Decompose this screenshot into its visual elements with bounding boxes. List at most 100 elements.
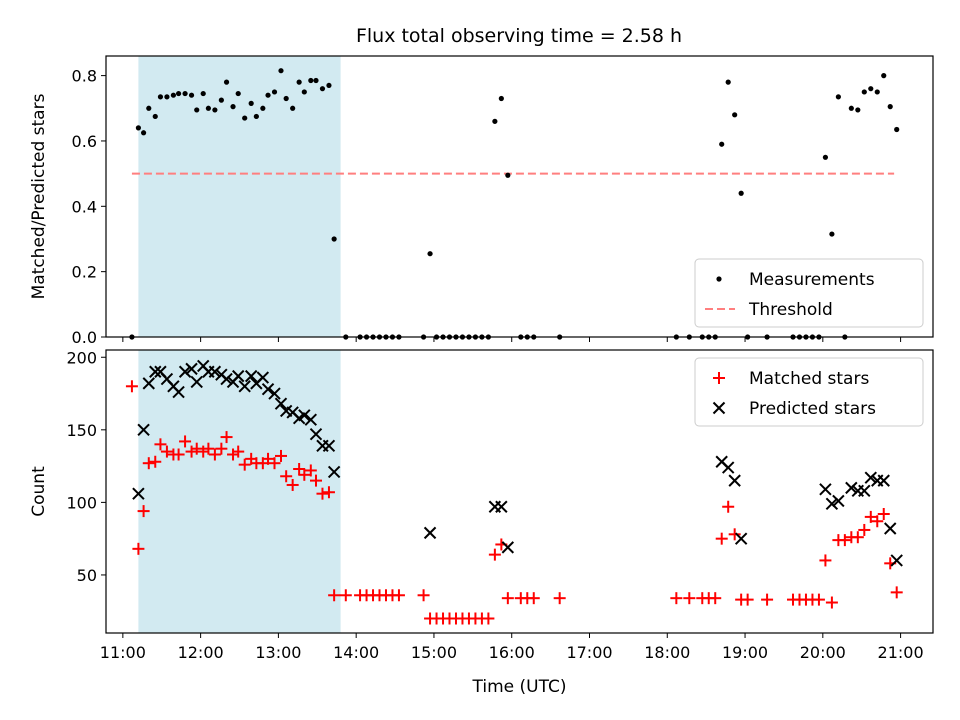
measurement-point — [265, 92, 271, 98]
predicted-point — [149, 365, 162, 378]
matched-point — [149, 455, 162, 468]
x-tick-label: 21:00 — [878, 643, 924, 662]
measurement-point — [290, 105, 296, 111]
matched-point — [190, 442, 203, 455]
series-measurements — [129, 68, 900, 340]
matched-point — [125, 380, 138, 393]
measurement-point — [313, 77, 319, 84]
y-tick-label: 0.0 — [72, 328, 97, 347]
predicted-point — [877, 474, 890, 487]
measurement-point — [732, 112, 738, 118]
matched-point — [670, 592, 683, 605]
measurement-point — [260, 105, 266, 111]
matched-point — [268, 457, 281, 470]
matched-point — [137, 505, 150, 518]
measurement-point — [188, 92, 195, 98]
predicted-point — [238, 380, 251, 393]
measurement-point — [175, 90, 182, 97]
measurement-point — [242, 115, 248, 121]
matched-point — [185, 445, 198, 458]
measurement-point — [331, 236, 337, 242]
measurement-point — [157, 94, 164, 100]
y-tick-label: 100 — [66, 493, 97, 512]
measurement-point — [152, 113, 158, 120]
matched-point — [293, 463, 306, 476]
matched-point — [208, 448, 221, 461]
measurement-point — [135, 125, 142, 131]
predicted-point — [256, 371, 270, 384]
matched-point — [172, 448, 185, 461]
predicted-point — [190, 375, 203, 389]
predicted-point — [132, 487, 145, 500]
matched-point — [304, 464, 317, 477]
predicted-point — [261, 382, 275, 396]
observing-window-span — [138, 56, 341, 337]
matched-point — [232, 445, 245, 458]
matched-point — [220, 431, 233, 444]
measurement-point — [894, 126, 900, 133]
measurement-point — [725, 79, 731, 85]
matched-point — [851, 531, 864, 544]
series-predicted-stars — [132, 359, 903, 567]
x-tick-label: 20:00 — [800, 643, 846, 662]
predicted-point — [232, 369, 245, 383]
legend-marker — [713, 372, 725, 384]
legend: Measurements Threshold — [694, 258, 924, 328]
x-tick-label: 13:00 — [255, 643, 301, 662]
matched-point — [322, 486, 335, 499]
x-tick-label: 17:00 — [566, 643, 612, 662]
axes-frame — [105, 349, 934, 634]
measurement-point — [223, 79, 230, 85]
legend-marker — [712, 401, 726, 415]
predicted-point — [501, 541, 515, 554]
measurement-point — [308, 77, 314, 84]
x-tick-label: 15:00 — [411, 643, 457, 662]
predicted-point — [322, 439, 336, 452]
legend-label: Threshold — [748, 300, 833, 320]
measurement-point — [738, 190, 744, 196]
measurement-point — [835, 94, 841, 100]
top-panel: 0.0 0.2 0.4 0.6 0.8 Matched/Predicted stars Me… — [29, 55, 934, 347]
observing-window-span — [138, 350, 341, 633]
matched-point — [864, 510, 877, 523]
matched-point — [825, 596, 838, 609]
predicted-point — [327, 465, 341, 479]
measurement-point — [829, 231, 835, 237]
axes-frame — [105, 55, 934, 338]
matched-point — [392, 589, 405, 602]
matched-point — [142, 457, 155, 470]
matched-point — [160, 445, 173, 458]
matched-point — [202, 442, 215, 455]
x-tick-label: 19:00 — [722, 643, 768, 662]
predicted-point — [819, 483, 832, 496]
predicted-point — [721, 461, 735, 474]
y-axis-label: Count — [29, 466, 49, 517]
x-tick-label: 18:00 — [644, 643, 690, 662]
predicted-point — [274, 397, 288, 410]
matched-point — [501, 592, 514, 605]
matched-point — [877, 507, 890, 520]
matched-point — [339, 589, 352, 602]
measurement-point — [248, 100, 254, 106]
matched-point — [858, 523, 871, 536]
predicted-point — [137, 423, 150, 437]
matched-point — [553, 592, 566, 605]
measurement-point — [505, 172, 511, 178]
predicted-point — [864, 471, 877, 484]
y-tick-label: 0.4 — [72, 197, 97, 216]
legend-label: Predicted stars — [749, 399, 876, 419]
matched-point — [890, 586, 903, 599]
measurement-point — [218, 97, 224, 103]
predicted-point — [858, 484, 871, 497]
legend-marker — [716, 276, 722, 282]
matched-point — [871, 515, 884, 528]
y-tick-label: 0.8 — [72, 67, 97, 86]
matched-point — [722, 500, 735, 513]
measurement-point — [182, 90, 188, 97]
measurement-point — [719, 141, 725, 147]
measurement-point — [212, 107, 218, 113]
y-tick-label: 50 — [77, 566, 97, 585]
matched-point — [741, 593, 754, 606]
measurement-point — [296, 79, 302, 85]
matched-point — [197, 445, 210, 458]
